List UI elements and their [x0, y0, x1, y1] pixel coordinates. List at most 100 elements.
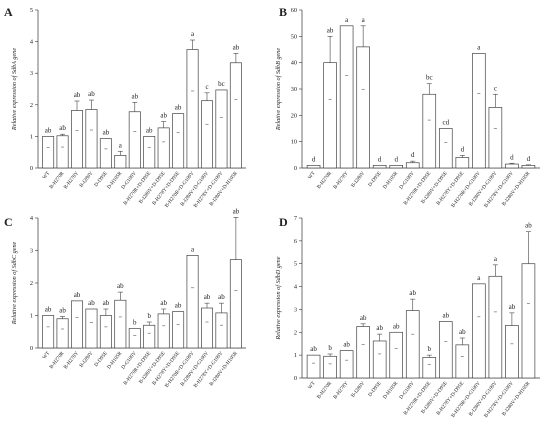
- bar: [472, 53, 486, 169]
- bar: [128, 328, 141, 349]
- y-tick-label: 3: [30, 248, 33, 255]
- bar: [455, 157, 470, 169]
- bar: [85, 308, 98, 349]
- x-tick-label: B-H270R+D-G109V: [450, 170, 482, 208]
- bar: [71, 110, 83, 169]
- x-tick-label: B-H278Y: [63, 350, 80, 370]
- bar: [323, 62, 337, 169]
- y-tick-label: 5: [30, 7, 33, 14]
- bar: [85, 109, 98, 169]
- panel-letter: A: [4, 5, 13, 19]
- x-tick-label: B-H278Y+D-G109V: [483, 170, 515, 209]
- significance-label: d: [461, 145, 465, 153]
- y-tick-label: 2: [30, 280, 33, 287]
- y-tick-label: 30: [291, 86, 297, 93]
- y-tick-label: 2: [30, 102, 33, 109]
- significance-label: ab: [74, 91, 81, 99]
- y-axis-label: Relative expression of SdbB gene: [275, 48, 282, 131]
- significance-label: bc: [218, 80, 225, 88]
- bar: [505, 325, 519, 379]
- y-axis-label: Relative expression of SdbD gene: [275, 256, 282, 340]
- x-tick-label: D-D95E: [367, 381, 383, 399]
- chart-panel-d: D 0 1 2 3 4 5 6 7 Relative expression of SdbD gen…: [275, 215, 540, 419]
- significance-label: bc: [426, 74, 433, 82]
- bar: [114, 155, 127, 169]
- y-tick-label: 40: [291, 60, 297, 67]
- bar: [339, 350, 354, 379]
- y-tick-label: 0: [30, 165, 33, 172]
- bar: [389, 165, 404, 169]
- significance-label: ab: [442, 312, 449, 320]
- significance-label: d: [411, 151, 415, 159]
- bar: [405, 162, 420, 169]
- bar: [306, 354, 321, 379]
- chart-panel-a: A 0 1 2 3 4 5 Relative expression of SdbA gene a…: [4, 5, 246, 209]
- significance-label: ab: [160, 299, 167, 307]
- x-tick-label: B-I280V: [78, 350, 94, 368]
- significance-label: d: [312, 155, 316, 163]
- bar: [356, 46, 370, 169]
- significance-label: ab: [45, 126, 52, 134]
- bar: [505, 163, 519, 169]
- significance-label: a: [191, 30, 195, 38]
- y-tick-label: 60: [291, 7, 297, 14]
- y-tick-label: 5: [294, 261, 297, 268]
- bar: [438, 321, 453, 379]
- bar: [99, 315, 112, 349]
- bar: [56, 318, 69, 349]
- bar: [172, 311, 185, 349]
- panel-letter: C: [4, 215, 13, 229]
- bar: [114, 299, 127, 349]
- x-tick-label: WT: [41, 350, 51, 361]
- y-axis-label: Relative expression of SdbA gene: [11, 48, 18, 131]
- significance-label: ab: [204, 293, 211, 301]
- bar: [372, 340, 387, 379]
- y-axis-label: Relative expression of SdbC gene: [11, 241, 18, 325]
- significance-label: b: [428, 345, 432, 353]
- significance-label: d: [527, 155, 531, 163]
- x-tick-label: B-H270R: [316, 170, 333, 190]
- significance-label: ab: [74, 291, 81, 299]
- y-tick-label: 0: [294, 165, 297, 172]
- bar: [42, 315, 55, 349]
- x-tick-label: B-H278Y+D-G109V: [483, 380, 515, 419]
- chart-panel-b: B 0 10 20 30 40 50 60 Relative expression of Sdb…: [275, 5, 540, 209]
- y-tick-label: 1: [294, 352, 297, 359]
- x-tick-label: B-I280V: [78, 170, 94, 188]
- bar: [42, 136, 55, 169]
- significance-label: d: [378, 155, 382, 163]
- panel-letter: D: [279, 215, 288, 229]
- bar: [186, 49, 199, 169]
- bar: [488, 107, 503, 169]
- y-tick-label: 10: [291, 139, 297, 146]
- significance-label: c: [205, 83, 208, 91]
- y-tick-label: 4: [294, 284, 298, 291]
- bar: [422, 357, 437, 379]
- y-tick-label: 6: [294, 238, 297, 245]
- y-tick-label: 0: [294, 375, 297, 382]
- significance-label: ab: [376, 324, 383, 332]
- significance-label: ab: [175, 104, 182, 112]
- bar: [201, 100, 213, 169]
- significance-label: ab: [327, 26, 334, 34]
- significance-label: ab: [146, 126, 153, 134]
- x-tick-label: B-H278Y: [63, 170, 80, 190]
- significance-label: ab: [175, 302, 182, 310]
- bar: [389, 331, 404, 379]
- y-tick-label: 20: [291, 112, 297, 119]
- significance-label: cd: [442, 119, 449, 127]
- y-tick-label: 3: [30, 70, 33, 77]
- bar: [56, 135, 69, 169]
- bar: [99, 138, 112, 169]
- x-tick-label: B-H278Y: [332, 170, 349, 190]
- significance-label: ab: [409, 289, 416, 297]
- significance-label: a: [477, 274, 481, 282]
- significance-label: d: [394, 155, 398, 163]
- significance-label: ab: [525, 222, 532, 230]
- bar: [157, 127, 170, 169]
- panel-letter: B: [279, 5, 287, 19]
- significance-label: ab: [131, 92, 138, 100]
- bar: [215, 89, 228, 169]
